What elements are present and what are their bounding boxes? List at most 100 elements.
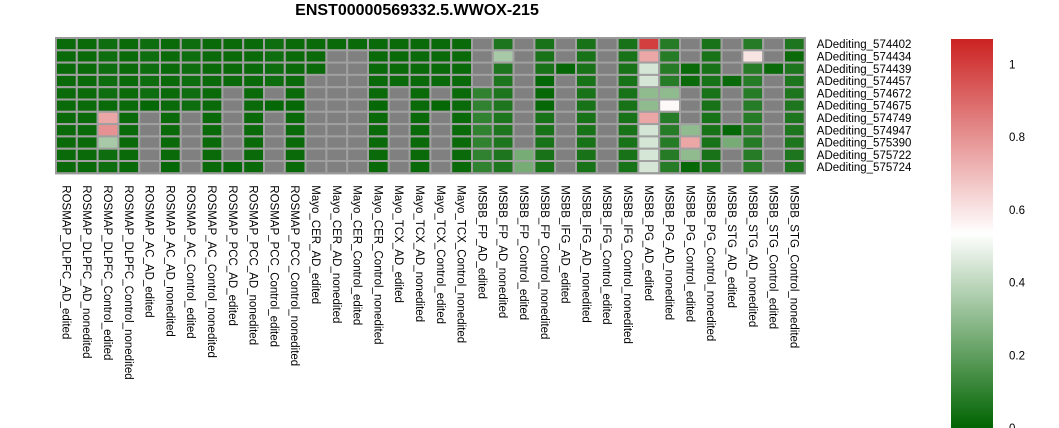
heatmap-cell [699,61,723,76]
heatmap-cell [221,147,245,162]
heatmap-cell [367,37,390,52]
heatmap-cell [221,73,245,89]
heatmap-cell [200,110,224,126]
heatmap-cell [575,86,598,101]
heatmap-cell [471,73,494,89]
heatmap-cell [179,98,203,113]
heatmap-cell [283,160,307,175]
heatmap-cell [367,160,390,175]
heatmap-cell [325,160,349,175]
heatmap-cell [283,135,307,150]
heatmap-cell [96,147,120,162]
heatmap-cell [554,37,578,52]
row-label: ADediting_574749 [817,113,912,125]
heatmap-cell [491,98,515,113]
heatmap-cell [179,123,203,138]
heatmap-cell [159,86,182,101]
heatmap-cell [221,61,245,76]
heatmap-cell [429,49,453,64]
heatmap-cell [325,135,349,150]
heatmap-cell [304,110,328,126]
heatmap-cell [783,98,806,113]
heatmap-cell [387,135,411,150]
heatmap-cell [242,147,265,162]
heatmap-cell [367,110,390,126]
heatmap-cell [720,110,744,126]
colorbar-ticks: 0 0.2 0.4 0.6 0.8 1 [1009,59,1026,428]
heatmap-cell [117,98,141,113]
heatmap-cell [533,147,557,162]
heatmap-cell [658,49,682,64]
column-label: ROSMAP_DLPFC_Control_nonedited [122,185,134,379]
heatmap-cell [387,160,411,175]
heatmap-cell [117,86,141,101]
heatmap-cell [679,123,702,138]
heatmap-cell [283,123,307,138]
heatmap-cell [512,135,536,150]
heatmap-cell [138,49,161,64]
heatmap-cell [304,61,328,76]
heatmap-cell [96,37,120,52]
heatmap-cell [408,37,432,52]
heatmap-cell [159,160,182,175]
heatmap-cell [720,37,744,52]
heatmap-cell [200,98,224,113]
heatmap-cell [429,98,453,113]
heatmap-cell [491,37,515,52]
heatmap-cell [346,37,370,52]
heatmap-cell [637,61,661,76]
heatmap-cell [762,86,786,101]
heatmap-cell [595,98,619,113]
heatmap-cell [699,86,723,101]
heatmap-cell [533,86,557,101]
heatmap-cell [450,37,474,52]
heatmap-cell [783,123,806,138]
heatmap-cell [658,160,682,175]
heatmap-cell [200,37,224,52]
column-label: Mayo_TCX_Control_edited [434,185,446,324]
heatmap-cell [242,86,265,101]
heatmap-cell [159,61,182,76]
column-label: MSBB_IFG_AD_edited [559,185,571,303]
heatmap-cell [263,86,286,101]
heatmap-cell [512,110,536,126]
heatmap-cell [75,49,99,64]
heatmap-cell [679,86,702,101]
heatmap-cell [720,160,744,175]
heatmap-cell [179,135,203,150]
heatmap-cell [554,98,578,113]
colorbar-tick-label: 0.8 [1009,132,1025,144]
heatmap-cell [595,123,619,138]
heatmap-cell [263,160,286,175]
heatmap-cell [159,147,182,162]
heatmap-cell [179,49,203,64]
heatmap-cell [554,73,578,89]
heatmap-cell [200,160,224,175]
heatmap-cell [595,110,619,126]
heatmap-cell [55,160,78,175]
heatmap-cell [325,147,349,162]
heatmap-cell [533,49,557,64]
column-label: ROSMAP_AC_Control_edited [184,185,196,338]
heatmap-cell [221,123,245,138]
heatmap-cell [159,110,182,126]
heatmap-cell [512,86,536,101]
heatmap-cell [304,73,328,89]
heatmap-cell [96,160,120,175]
heatmap-cell [637,98,661,113]
heatmap-cell [533,37,557,52]
heatmap-cell [699,110,723,126]
heatmap-cell [304,49,328,64]
heatmap-cell [595,160,619,175]
colorbar [951,39,993,428]
heatmap-cell [283,61,307,76]
heatmap-cell [450,135,474,150]
colorbar-tick-label: 0.4 [1009,278,1026,290]
heatmap-cell [699,123,723,138]
heatmap-cell [263,98,286,113]
heatmap-cell [575,73,598,89]
heatmap-cell [117,49,141,64]
heatmap-cell [75,37,99,52]
heatmap-cell [117,110,141,126]
heatmap-cell [138,110,161,126]
